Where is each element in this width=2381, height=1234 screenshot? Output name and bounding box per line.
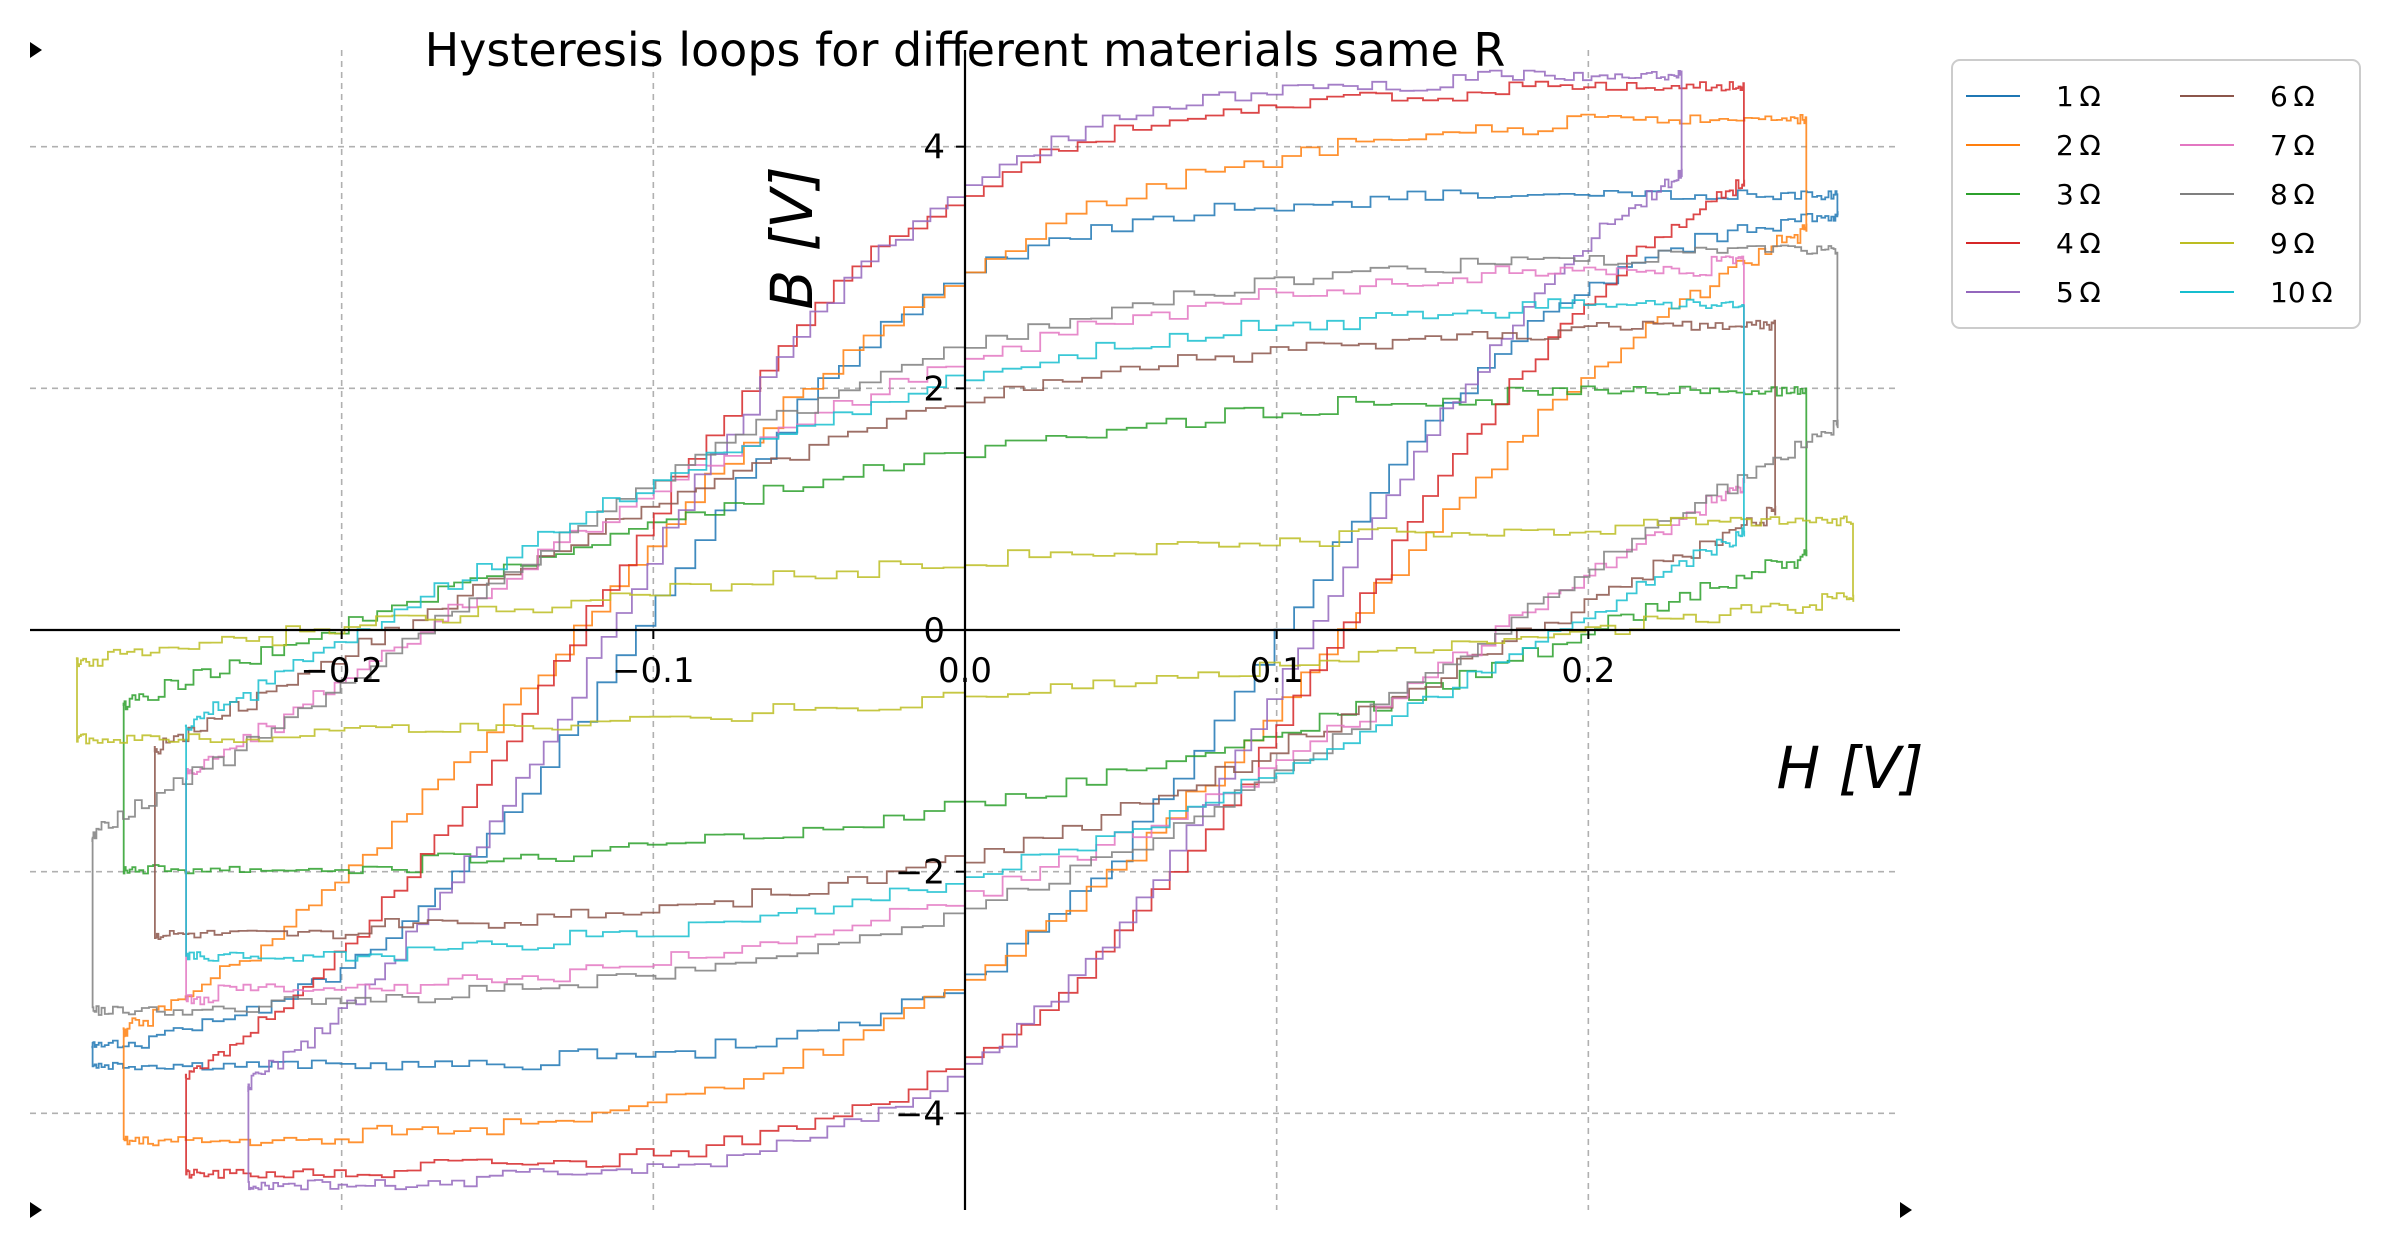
x-tick-label: 0.1 xyxy=(1250,651,1304,691)
y-axis-label: B [V] xyxy=(758,166,826,309)
legend-entry: 2 Ω xyxy=(1966,129,2101,162)
legend-label: 1 Ω xyxy=(2056,80,2101,113)
series-line xyxy=(122,113,1808,1147)
legend: 1 Ω 2 Ω 3 Ω 4 Ω 5 Ω 6 Ω 7 Ω 8 Ω 9 Ω 10 Ω xyxy=(1951,59,2361,329)
legend-entry: 10 Ω xyxy=(2180,276,2333,309)
x-axis-label: H [V] xyxy=(1777,734,1924,802)
legend-entry: 7 Ω xyxy=(2180,129,2315,162)
legend-label: 6 Ω xyxy=(2270,80,2315,113)
legend-label: 9 Ω xyxy=(2270,227,2315,260)
legend-entry: 6 Ω xyxy=(2180,80,2315,113)
x-tick-label: −0.2 xyxy=(300,651,383,691)
legend-entry: 3 Ω xyxy=(1966,178,2101,211)
y-tick-label: 4 xyxy=(923,128,945,168)
axis-corner-marker xyxy=(30,1202,42,1218)
series-line xyxy=(184,80,1746,1179)
legend-label: 3 Ω xyxy=(2056,178,2101,211)
y-tick-label: 2 xyxy=(923,369,945,409)
y-tick-label: −2 xyxy=(895,853,945,893)
series-line xyxy=(184,298,1746,962)
series-line xyxy=(75,515,1855,745)
x-tick-label: 0.2 xyxy=(1561,651,1615,691)
legend-label: 4 Ω xyxy=(2056,227,2101,260)
x-tick-label: −0.1 xyxy=(612,651,695,691)
axis-corner-marker xyxy=(30,42,42,58)
tick-labels: −0.2 −0.1 0.0 0.1 0.2 −4 −2 0 2 4 xyxy=(300,128,1615,1135)
chart-title: Hysteresis loops for different materials… xyxy=(425,23,1506,77)
series-line xyxy=(247,69,1683,1191)
legend-label: 7 Ω xyxy=(2270,129,2315,162)
legend-label: 2 Ω xyxy=(2056,129,2101,162)
legend-label: 5 Ω xyxy=(2056,276,2101,309)
legend-entry: 4 Ω xyxy=(1966,227,2101,260)
legend-box xyxy=(1951,59,2361,329)
legend-label: 10 Ω xyxy=(2270,276,2333,309)
x-tick-label: 0.0 xyxy=(938,651,992,691)
series-line xyxy=(91,244,1839,1016)
y-tick-label: −4 xyxy=(895,1094,945,1134)
series-line xyxy=(91,189,1839,1071)
legend-entry: 8 Ω xyxy=(2180,178,2315,211)
legend-entry: 5 Ω xyxy=(1966,276,2101,309)
axis-corner-marker xyxy=(1900,1202,1912,1218)
legend-entry: 1 Ω xyxy=(1966,80,2101,113)
y-tick-label: 0 xyxy=(923,611,945,651)
legend-label: 8 Ω xyxy=(2270,178,2315,211)
plot-series xyxy=(75,69,1855,1191)
legend-entry: 9 Ω xyxy=(2180,227,2315,260)
axes xyxy=(30,42,1912,1218)
